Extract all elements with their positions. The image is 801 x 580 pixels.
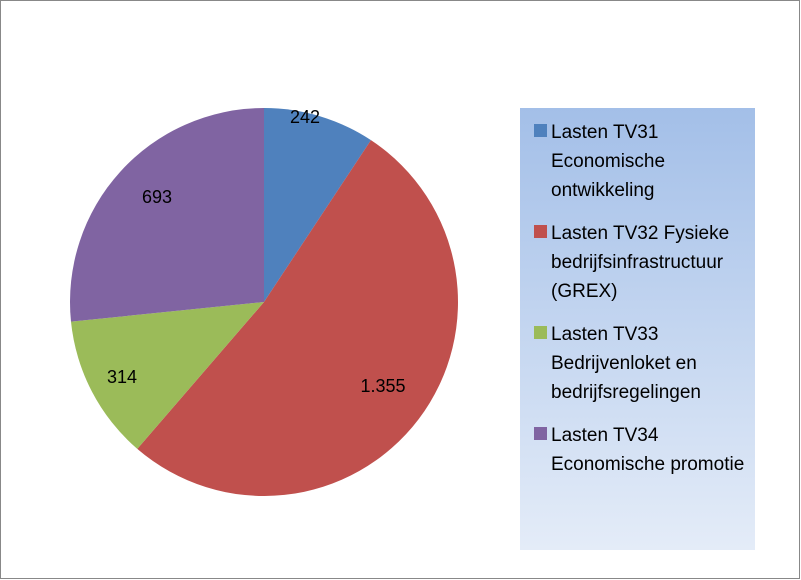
pie-slice	[70, 302, 264, 449]
legend-label: Lasten TV34 Economische promotie	[551, 425, 745, 475]
legend: Lasten TV31 Economische ontwikkeling Last…	[520, 108, 755, 550]
legend-swatch	[534, 225, 547, 238]
data-label: 693	[142, 187, 172, 207]
legend-label: Lasten TV31 Economische ontwikkeling	[551, 122, 666, 201]
legend-swatch	[534, 427, 547, 440]
data-label: 1.355	[360, 376, 405, 396]
legend-swatch	[534, 326, 547, 339]
data-label: 314	[107, 367, 137, 387]
legend-item: Lasten TV33 Bedrijvenloket en bedrijfsre…	[534, 320, 749, 407]
legend-label: Lasten TV33 Bedrijvenloket en bedrijfsre…	[551, 324, 701, 403]
pie-slice	[70, 108, 264, 322]
legend-label: Lasten TV32 Fysieke bedrijfsinfrastructu…	[551, 223, 730, 302]
legend-item: Lasten TV31 Economische ontwikkeling	[534, 118, 749, 205]
pie-slice	[264, 108, 371, 302]
pie-slice	[137, 140, 458, 496]
legend-item: Lasten TV32 Fysieke bedrijfsinfrastructu…	[534, 219, 749, 306]
data-label: 242	[290, 107, 320, 127]
legend-swatch	[534, 124, 547, 137]
legend-item: Lasten TV34 Economische promotie	[534, 421, 749, 479]
